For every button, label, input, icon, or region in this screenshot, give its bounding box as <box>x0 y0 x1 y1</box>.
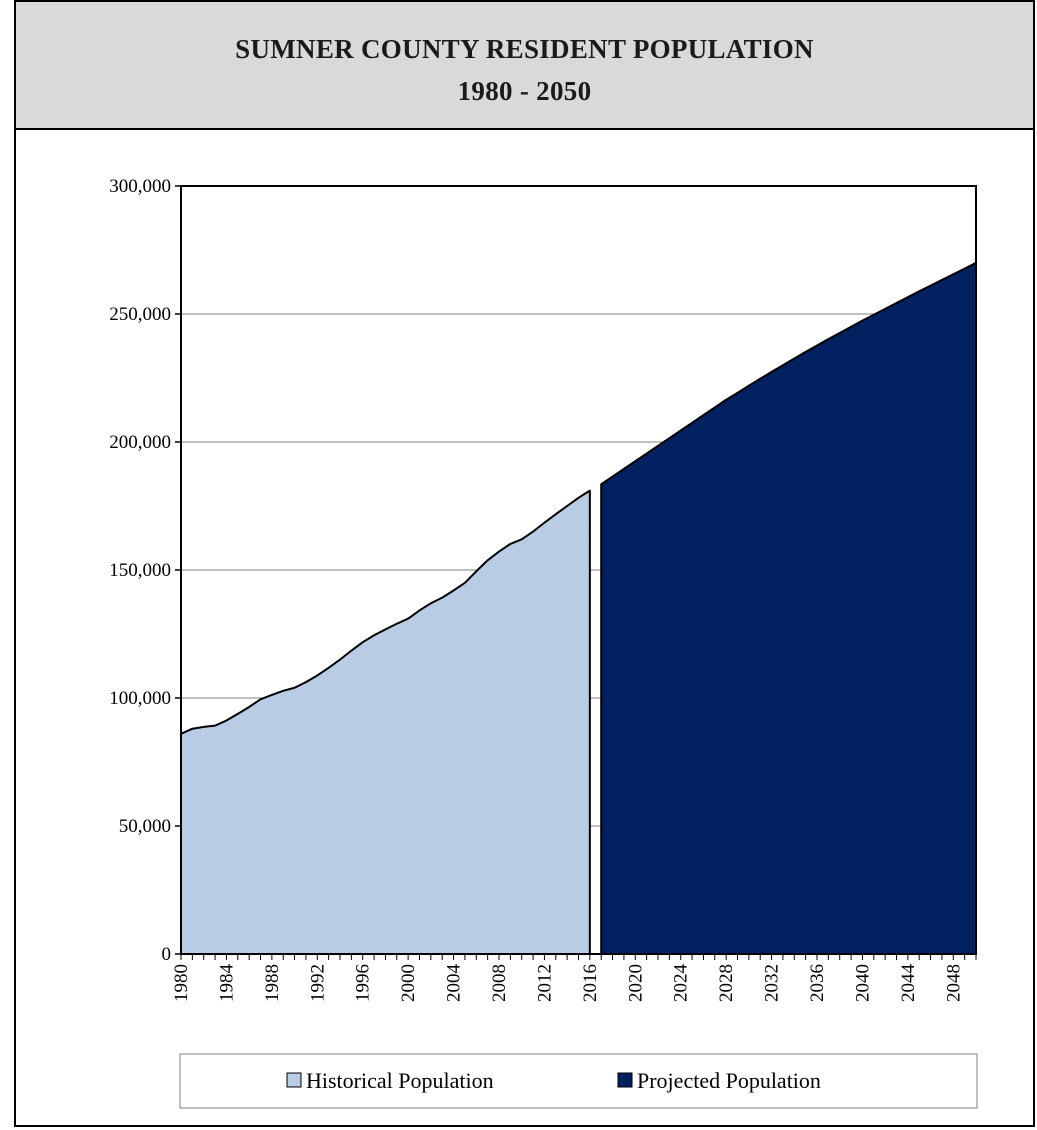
legend-box <box>179 1053 978 1109</box>
x-tick-label: 2008 <box>489 964 510 1002</box>
x-tick-label: 2040 <box>852 964 873 1002</box>
x-tick-label: 1984 <box>216 964 237 1003</box>
x-tick-label: 2032 <box>762 964 783 1002</box>
projected-area <box>600 261 977 955</box>
x-tick-label: 1996 <box>353 964 374 1002</box>
y-tick-label: 150,000 <box>109 560 171 581</box>
legend-label-historical: Historical Population <box>306 1068 494 1093</box>
x-tick-label: 1980 <box>171 964 192 1002</box>
y-axis: 0 50,000 100,000 150,000 200,000 250,000 300,0… <box>109 176 181 965</box>
x-tick-label: 2016 <box>580 964 601 1002</box>
plot-areas <box>180 261 977 955</box>
x-tick-label: 2044 <box>898 964 919 1003</box>
y-tick-label: 0 <box>162 944 172 965</box>
legend-label-projected: Projected Population <box>637 1068 821 1093</box>
chart-header: SUMNER COUNTY RESIDENT POPULATION 1980 -… <box>16 2 1033 130</box>
x-tick-label: 2004 <box>444 964 465 1003</box>
y-tick-label: 100,000 <box>109 688 171 709</box>
y-tick-label: 250,000 <box>109 304 171 325</box>
x-tick-label: 2012 <box>534 964 555 1002</box>
x-tick-label: 2036 <box>807 964 828 1002</box>
x-tick-label: 2024 <box>671 964 692 1003</box>
y-tick-label: 50,000 <box>119 816 171 837</box>
legend: Historical Population Projected Populati… <box>179 1053 978 1109</box>
x-tick-label: 2020 <box>625 964 646 1002</box>
historical-area <box>180 489 591 955</box>
chart-title: SUMNER COUNTY RESIDENT POPULATION <box>235 34 814 64</box>
legend-swatch-historical <box>286 1072 302 1088</box>
x-tick-label: 1988 <box>262 964 283 1002</box>
x-tick-label: 2000 <box>398 964 419 1002</box>
y-tick-label: 300,000 <box>109 176 171 197</box>
y-tick-label: 200,000 <box>109 432 171 453</box>
x-tick-label: 1992 <box>307 964 328 1002</box>
chart-subtitle: 1980 - 2050 <box>457 76 592 106</box>
x-tick-label: 2028 <box>716 964 737 1002</box>
x-tick-label: 2048 <box>943 964 964 1002</box>
x-axis: 1980 1984 1988 1992 1996 2000 2004 2008 2012 2016… <box>171 954 977 1003</box>
legend-swatch-projected <box>617 1072 633 1088</box>
